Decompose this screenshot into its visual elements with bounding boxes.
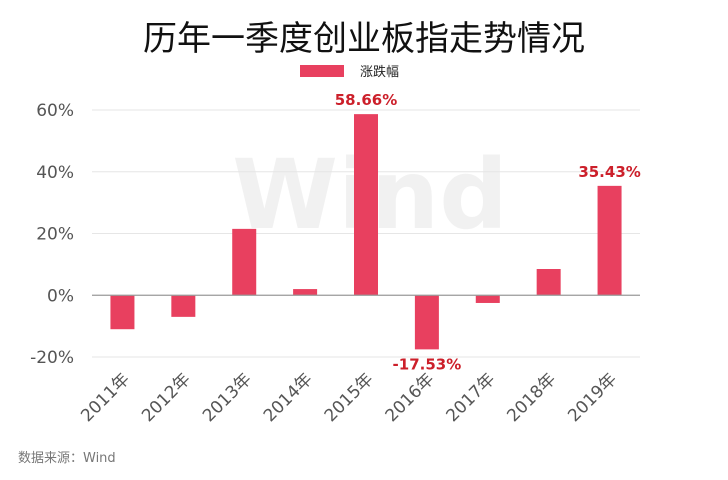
bar: [110, 295, 135, 330]
x-tick-label: 2018年: [503, 369, 560, 426]
source-note: 数据来源：Wind: [18, 451, 116, 466]
bar: [475, 295, 500, 303]
y-axis-ticks: 60% 40% 20% 0% -20%: [30, 101, 74, 368]
x-tick-label: 2011年: [77, 369, 134, 426]
x-tick-label: 2014年: [260, 369, 317, 426]
x-tick-label: 2017年: [443, 369, 500, 426]
x-tick-label: 2016年: [382, 369, 439, 426]
y-tick-label: -20%: [30, 348, 74, 368]
bar: [597, 185, 622, 296]
bar: [414, 295, 439, 350]
data-label: -17.53%: [393, 355, 462, 373]
chart-title: 历年一季度创业板指走势情况: [143, 19, 585, 59]
data-labels: 58.66% -17.53% 35.43%: [335, 91, 641, 373]
y-tick-label: 20%: [36, 225, 74, 245]
bar: [354, 114, 378, 296]
x-axis-ticks: 2011年 2012年 2013年 2014年 2015年 2016年 2017年 2018年…: [77, 369, 621, 426]
y-tick-label: 60%: [36, 101, 74, 121]
legend-label: 涨跌幅: [360, 64, 399, 80]
x-tick-label: 2015年: [321, 369, 378, 426]
data-label: 58.66%: [335, 91, 397, 109]
data-label: 35.43%: [578, 163, 640, 181]
x-tick-label: 2013年: [199, 369, 256, 426]
x-tick-label: 2012年: [138, 369, 195, 426]
bar: [171, 295, 196, 317]
bar: [293, 289, 318, 296]
bar: [232, 228, 257, 296]
bar: [536, 269, 561, 296]
legend-swatch: [300, 65, 344, 77]
y-tick-label: 40%: [36, 163, 74, 183]
legend: 涨跌幅: [300, 64, 399, 80]
y-tick-label: 0%: [47, 286, 74, 306]
bars: [110, 114, 622, 350]
x-tick-label: 2019年: [564, 369, 621, 426]
